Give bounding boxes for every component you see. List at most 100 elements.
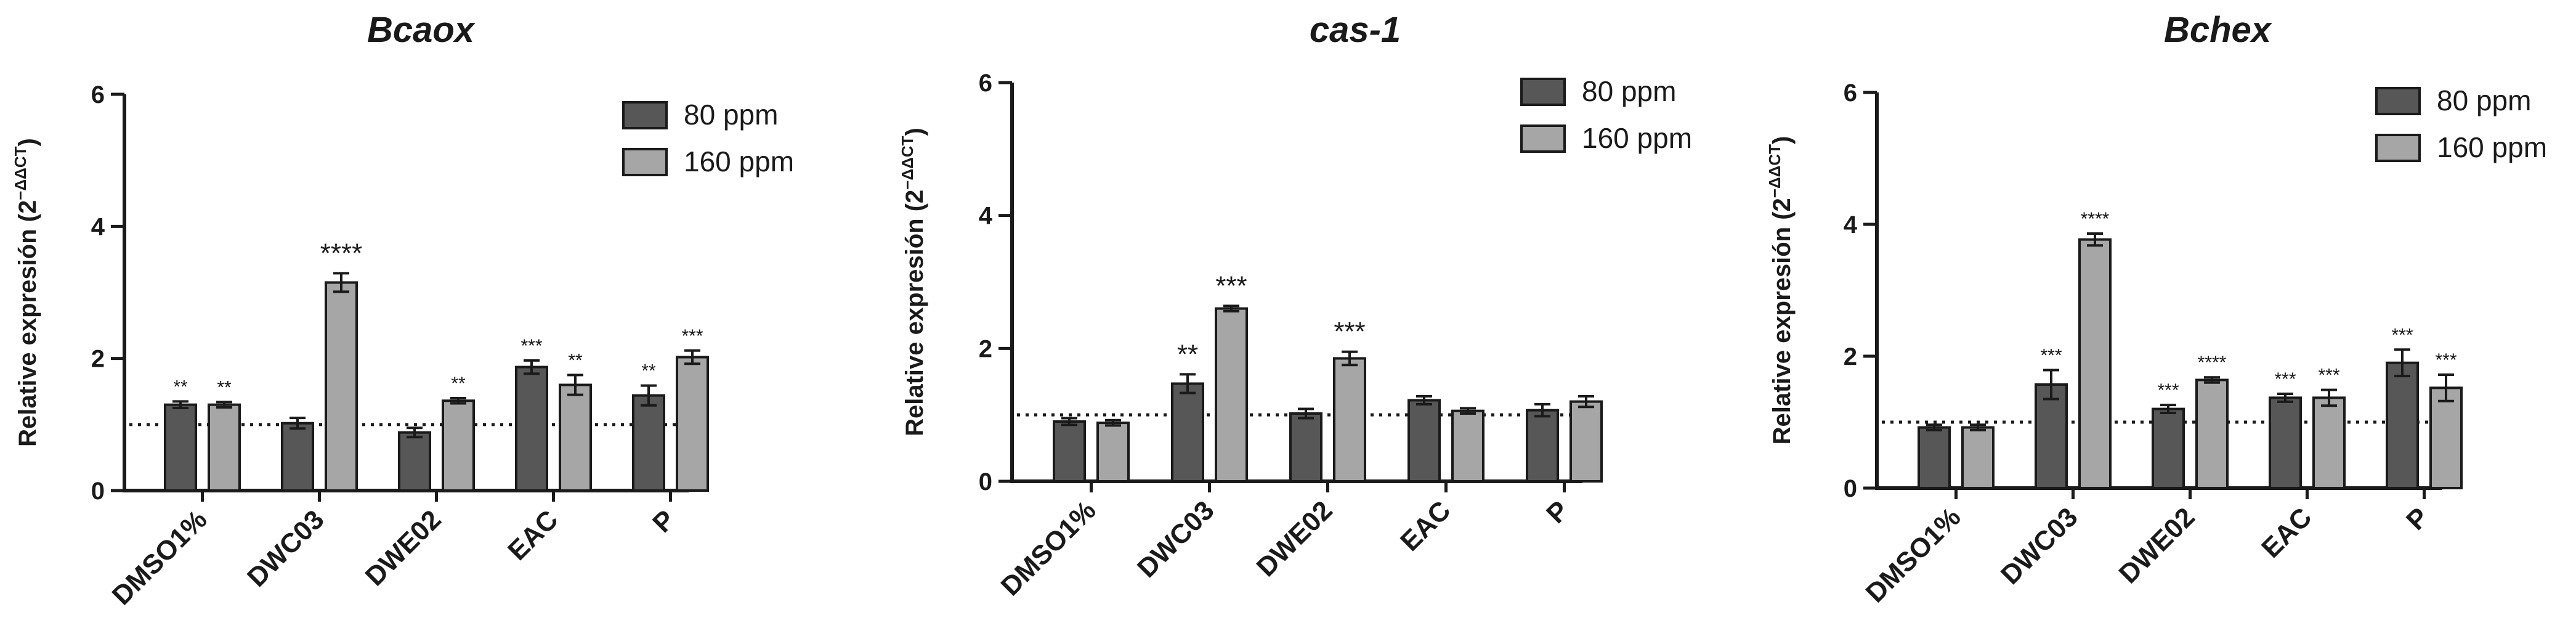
x-tick-label: DWE02: [360, 504, 447, 592]
y-tick-label: 4: [979, 203, 993, 230]
x-tick-label: DMSO1%: [1860, 502, 1967, 608]
x-tick-label: DWE02: [1251, 495, 1339, 582]
y-tick-label: 0: [979, 468, 992, 495]
bar-DWC03-80 ppm: [2035, 383, 2068, 490]
legend-label: 80 ppm: [2437, 84, 2531, 116]
bar-EAC-160 ppm: [2312, 396, 2346, 489]
y-tick-label: 0: [91, 478, 105, 505]
x-tick-label: P: [647, 504, 681, 538]
y-tick-label: 6: [1844, 80, 1857, 107]
significance-label: ***: [1334, 317, 1365, 347]
x-tick-label: DWC03: [1995, 502, 2084, 590]
x-tick-label: EAC: [502, 504, 564, 566]
y-axis-label-superscript: −ΔΔCT: [898, 136, 917, 189]
legend-swatch: [1520, 124, 1566, 153]
y-axis-label: Relative expresión (2−ΔΔCT): [1765, 136, 1796, 445]
y-axis-label-close: ): [901, 128, 928, 136]
bar-DWC03-160 ppm: [2078, 238, 2112, 489]
bar-DWC03-160 ppm: [1215, 307, 1248, 483]
x-tick-label: DMSO1%: [107, 504, 213, 611]
legend-label: 160 ppm: [2437, 131, 2547, 163]
bar-DMSO1%-80 ppm: [1918, 426, 1951, 489]
bar-DWE02-80 ppm: [1289, 412, 1322, 483]
x-tick-label: DWC03: [241, 504, 330, 593]
legend-swatch: [622, 148, 668, 176]
legend-swatch: [1520, 78, 1566, 106]
bar-DWC03-80 ppm: [1171, 382, 1204, 483]
significance-label: ****: [320, 238, 363, 268]
y-axis-label-superscript: −ΔΔCT: [11, 146, 30, 200]
chart-panel-1: cas-1 0 2 4 6 Relative expresión (2−ΔΔCT) DMSO…: [898, 10, 1692, 601]
significance-label: **: [641, 361, 656, 381]
significance-label: **: [173, 377, 188, 397]
y-axis-label-close: ): [14, 138, 41, 146]
bar-DMSO1%-80 ppm: [164, 403, 197, 492]
legend-swatch: [2375, 87, 2421, 115]
significance-label: ***: [2318, 365, 2339, 386]
significance-label: ****: [2081, 209, 2110, 229]
bar-DWC03-80 ppm: [281, 422, 314, 492]
bar-EAC-80 ppm: [515, 365, 548, 492]
y-tick-label: 4: [91, 213, 105, 240]
x-tick-label: P: [1541, 495, 1574, 529]
x-tick-label: EAC: [2256, 502, 2317, 563]
bar-DMSO1%-160 ppm: [1096, 422, 1130, 483]
y-tick-label: 6: [91, 81, 105, 108]
y-axis-label-main: Relative expresión (2: [1768, 198, 1796, 444]
y-tick-label: 4: [1844, 211, 1858, 239]
x-tick-label: DWE02: [2113, 502, 2201, 589]
significance-label: ***: [2274, 369, 2296, 389]
y-tick-label: 2: [91, 346, 105, 373]
chart-panel-2: Bchex 0 2 4 6 Relative expresión (2−ΔΔCT) DMSO…: [1765, 10, 2547, 608]
bar-DWE02-160 ppm: [2195, 378, 2229, 490]
legend-label: 80 ppm: [1582, 75, 1676, 107]
bar-P-80 ppm: [632, 394, 665, 492]
bar-EAC-160 ppm: [1451, 409, 1484, 483]
legend-label: 80 ppm: [684, 99, 778, 131]
y-axis-label: Relative expresión (2−ΔΔCT): [11, 138, 41, 447]
bar-DWE02-80 ppm: [398, 431, 431, 492]
x-tick-label: EAC: [1395, 495, 1456, 557]
y-axis-label-superscript: −ΔΔCT: [1765, 144, 1784, 198]
bar-EAC-160 ppm: [559, 383, 592, 492]
chart-title: cas-1: [1310, 10, 1401, 50]
significance-label: **: [1177, 339, 1198, 369]
bar-P-160 ppm: [676, 356, 709, 492]
legend-swatch: [2375, 134, 2421, 162]
y-tick-label: 2: [1844, 343, 1857, 370]
bar-P-80 ppm: [1526, 409, 1559, 483]
y-tick-label: 0: [1844, 475, 1857, 502]
bar-P-160 ppm: [1569, 400, 1603, 483]
significance-label: ****: [2198, 353, 2227, 373]
significance-label: **: [217, 377, 232, 398]
y-axis-label-main: Relative expresión (2: [901, 190, 928, 436]
bar-DWE02-160 ppm: [442, 399, 475, 492]
significance-label: ***: [520, 336, 542, 356]
bar-EAC-80 ppm: [1407, 399, 1441, 483]
y-axis-label: Relative expresión (2−ΔΔCT): [898, 128, 928, 436]
y-axis-label-main: Relative expresión (2: [14, 200, 41, 447]
bar-DMSO1%-80 ppm: [1053, 420, 1086, 483]
y-tick-label: 2: [979, 335, 992, 362]
chart-title: Bcaox: [367, 10, 476, 50]
bar-DWC03-160 ppm: [325, 281, 358, 492]
significance-label: ***: [1215, 271, 1247, 301]
significance-label: ***: [2157, 380, 2179, 401]
bar-DWE02-160 ppm: [1333, 357, 1366, 483]
x-tick-label: DWC03: [1132, 495, 1220, 584]
bar-DWE02-80 ppm: [2152, 407, 2185, 489]
significance-label: ***: [2435, 350, 2457, 370]
chart-title: Bchex: [2164, 10, 2273, 50]
bar-P-160 ppm: [2429, 386, 2463, 489]
significance-label: ***: [2040, 345, 2062, 365]
y-tick-label: 6: [979, 70, 992, 97]
legend-label: 160 ppm: [1582, 122, 1692, 154]
significance-label: **: [451, 373, 466, 394]
y-axis-label-close: ): [1768, 136, 1796, 144]
bar-DMSO1%-160 ppm: [208, 403, 241, 492]
bar-P-80 ppm: [2386, 361, 2419, 490]
x-tick-label: P: [2400, 502, 2434, 536]
significance-label: **: [568, 350, 583, 370]
